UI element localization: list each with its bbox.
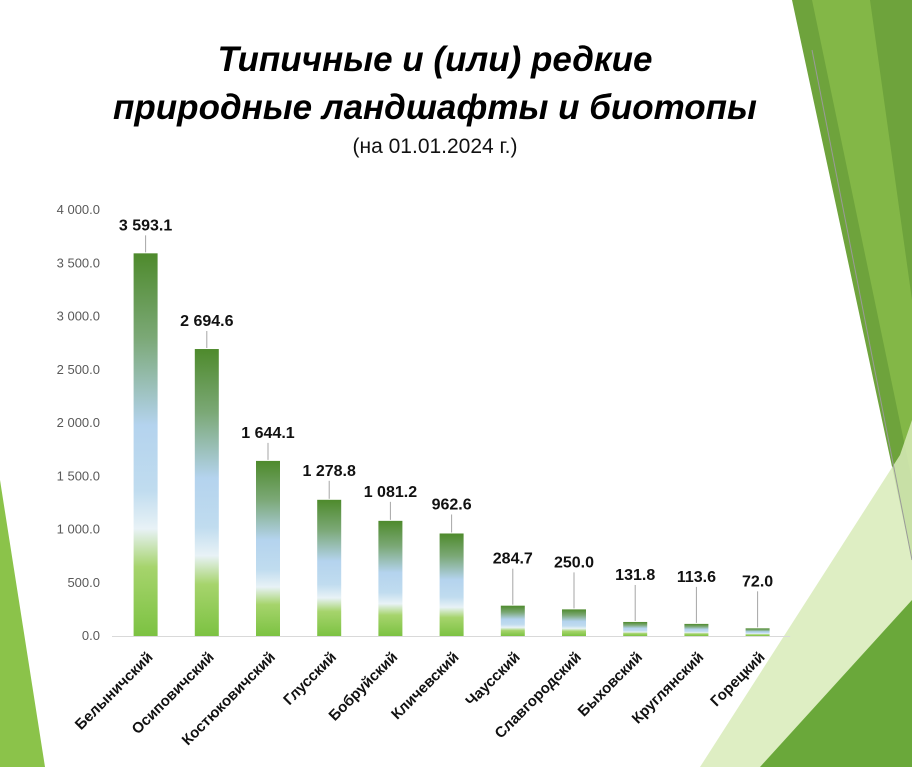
y-tick-label: 4 000.0 bbox=[57, 202, 100, 217]
y-tick-label: 3 000.0 bbox=[57, 309, 100, 324]
decor-thin-line bbox=[811, 49, 912, 561]
bar bbox=[500, 605, 525, 636]
leader-lines bbox=[145, 235, 759, 628]
data-label: 1 644.1 bbox=[241, 425, 294, 442]
data-label: 250.0 bbox=[554, 554, 594, 571]
y-tick-label: 500.0 bbox=[67, 575, 100, 590]
y-tick-label: 0.0 bbox=[82, 628, 100, 643]
y-tick-label: 2 500.0 bbox=[57, 362, 100, 377]
bar bbox=[623, 621, 648, 636]
decor-bottom-right-dark bbox=[760, 600, 912, 767]
bar bbox=[378, 520, 403, 636]
bar bbox=[256, 460, 280, 636]
data-labels: 3 593.1 2 694.6 1 644.1 1 278.8 1 081.2 962.6… bbox=[119, 217, 773, 590]
decor-bottom-left-shape bbox=[0, 480, 45, 767]
y-tick-label: 1 000.0 bbox=[57, 522, 100, 537]
data-label: 1 278.8 bbox=[303, 463, 356, 480]
category-label: Глусский bbox=[280, 649, 340, 709]
data-label: 962.6 bbox=[432, 496, 472, 513]
y-tick-label: 3 500.0 bbox=[57, 255, 100, 270]
data-label: 1 081.2 bbox=[364, 484, 417, 501]
y-tick-label: 1 500.0 bbox=[57, 468, 100, 483]
chart-title-line1: Типичные и (или) редкие bbox=[217, 40, 653, 79]
bar bbox=[745, 628, 770, 636]
bar bbox=[439, 533, 464, 636]
decor-top-right-accent bbox=[812, 0, 912, 480]
data-label: 3 593.1 bbox=[119, 217, 172, 234]
y-tick-label: 2 000.0 bbox=[57, 415, 100, 430]
category-label: Горецкий bbox=[707, 649, 768, 710]
data-label: 131.8 bbox=[615, 567, 655, 584]
data-label: 284.7 bbox=[493, 551, 533, 568]
bars bbox=[133, 253, 770, 637]
bar bbox=[562, 609, 586, 636]
chart-subtitle: (на 01.01.2024 г.) bbox=[352, 135, 518, 158]
data-label: 113.6 bbox=[677, 569, 716, 586]
y-axis: 0.0 500.0 1 000.0 1 500.0 2 000.0 2 500.0 3 00… bbox=[57, 202, 100, 643]
bar bbox=[133, 253, 158, 637]
data-label: 2 694.6 bbox=[180, 313, 233, 330]
bar bbox=[317, 499, 342, 636]
bar bbox=[194, 349, 219, 636]
category-label: Чаусский bbox=[462, 649, 523, 710]
chart-title-line2: природные ландшафты и биотопы bbox=[113, 88, 757, 127]
bar bbox=[684, 623, 709, 636]
data-label: 72.0 bbox=[742, 573, 773, 590]
